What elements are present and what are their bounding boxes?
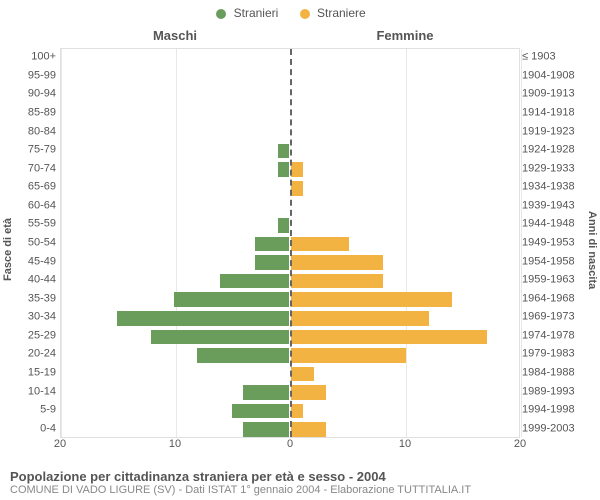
bar-male [220,274,289,288]
y-tick-year: 1939-1943 [522,200,584,211]
legend-label-female: Straniere [317,6,366,20]
y-tick-year: 1929-1933 [522,163,584,174]
y-tick-age: 85-89 [20,108,56,119]
y-tick-age: 25-29 [20,330,56,341]
y-tick-age: 0-4 [20,423,56,434]
chart-subtitle: COMUNE DI VADO LIGURE (SV) - Dati ISTAT … [10,484,590,496]
y-tick-age: 100+ [20,52,56,63]
bar-male [278,144,290,158]
y-tick-age: 75-79 [20,145,56,156]
bar-male [197,348,289,362]
legend-item-male: Stranieri [216,6,281,20]
y-tick-age: 40-44 [20,275,56,286]
y-tick-age: 70-74 [20,163,56,174]
bar-female [291,348,406,362]
x-tick: 10 [399,438,411,450]
y-tick-age: 65-69 [20,182,56,193]
bar-male [255,237,290,251]
y-tick-year: 1959-1963 [522,275,584,286]
y-tick-year: 1904-1908 [522,70,584,81]
header-male: Maschi [60,28,290,43]
bar-female [291,237,349,251]
y-axis-label-age: Fasce di età [2,0,16,500]
y-tick-age: 5-9 [20,405,56,416]
bar-female [291,311,429,325]
chart-title: Popolazione per cittadinanza straniera p… [10,469,590,484]
y-tick-year: 1934-1938 [522,182,584,193]
bar-female [291,274,383,288]
y-tick-year: 1909-1913 [522,89,584,100]
x-tick: 0 [287,438,293,450]
bar-male [278,162,290,176]
x-tick: 10 [169,438,181,450]
legend: Stranieri Straniere [0,6,600,20]
y-tick-year: 1924-1928 [522,145,584,156]
y-tick-age: 55-59 [20,219,56,230]
y-tick-year: 1954-1958 [522,256,584,267]
y-tick-year: 1964-1968 [522,293,584,304]
legend-item-female: Straniere [300,6,366,20]
y-tick-age: 90-94 [20,89,56,100]
y-tick-labels-years: ≤ 1903 1904-1908 1909-1913 1914-1918 1919-19… [522,48,584,438]
bar-female [291,162,303,176]
y-tick-year: 1994-1998 [522,405,584,416]
x-tick: 20 [514,438,526,450]
bar-female [291,292,452,306]
y-tick-age: 20-24 [20,349,56,360]
y-tick-year: 1969-1973 [522,312,584,323]
bar-male [151,330,289,344]
bar-female [291,367,314,381]
y-tick-year: 1944-1948 [522,219,584,230]
y-tick-year: 1999-2003 [522,423,584,434]
bar-female [291,330,487,344]
y-tick-age: 45-49 [20,256,56,267]
y-tick-year: 1984-1988 [522,368,584,379]
bar-female [291,255,383,269]
bar-male [232,404,290,418]
bar-male [243,422,289,436]
y-tick-year: ≤ 1903 [522,52,584,63]
y-tick-age: 50-54 [20,238,56,249]
y-tick-year: 1949-1953 [522,238,584,249]
y-tick-age: 60-64 [20,200,56,211]
y-tick-age: 95-99 [20,70,56,81]
bar-male [174,292,289,306]
y-tick-year: 1979-1983 [522,349,584,360]
center-line [290,49,292,437]
y-tick-year: 1919-1923 [522,126,584,137]
legend-label-male: Stranieri [234,6,279,20]
plot-area [60,48,520,438]
legend-dot-female [300,9,310,19]
y-tick-age: 35-39 [20,293,56,304]
y-tick-year: 1989-1993 [522,386,584,397]
y-tick-age: 30-34 [20,312,56,323]
y-tick-labels-age: 100+ 95-99 90-94 85-89 80-84 75-79 70-74 65-69 6… [20,48,56,438]
bar-male [278,218,290,232]
y-tick-age: 80-84 [20,126,56,137]
bar-female [291,422,326,436]
y-tick-age: 15-19 [20,368,56,379]
y-axis-label-years: Anni di nascita [584,0,598,500]
bar-female [291,181,303,195]
y-tick-year: 1914-1918 [522,108,584,119]
bar-male [243,385,289,399]
y-tick-year: 1974-1978 [522,330,584,341]
header-female: Femmine [290,28,520,43]
x-tick: 20 [54,438,66,450]
bar-male [255,255,290,269]
footer: Popolazione per cittadinanza straniera p… [10,469,590,496]
bar-male [117,311,290,325]
bar-female [291,385,326,399]
bar-female [291,404,303,418]
chart-container: Stranieri Straniere Maschi Femmine Fasce… [0,0,600,500]
legend-dot-male [216,9,226,19]
y-tick-age: 10-14 [20,386,56,397]
